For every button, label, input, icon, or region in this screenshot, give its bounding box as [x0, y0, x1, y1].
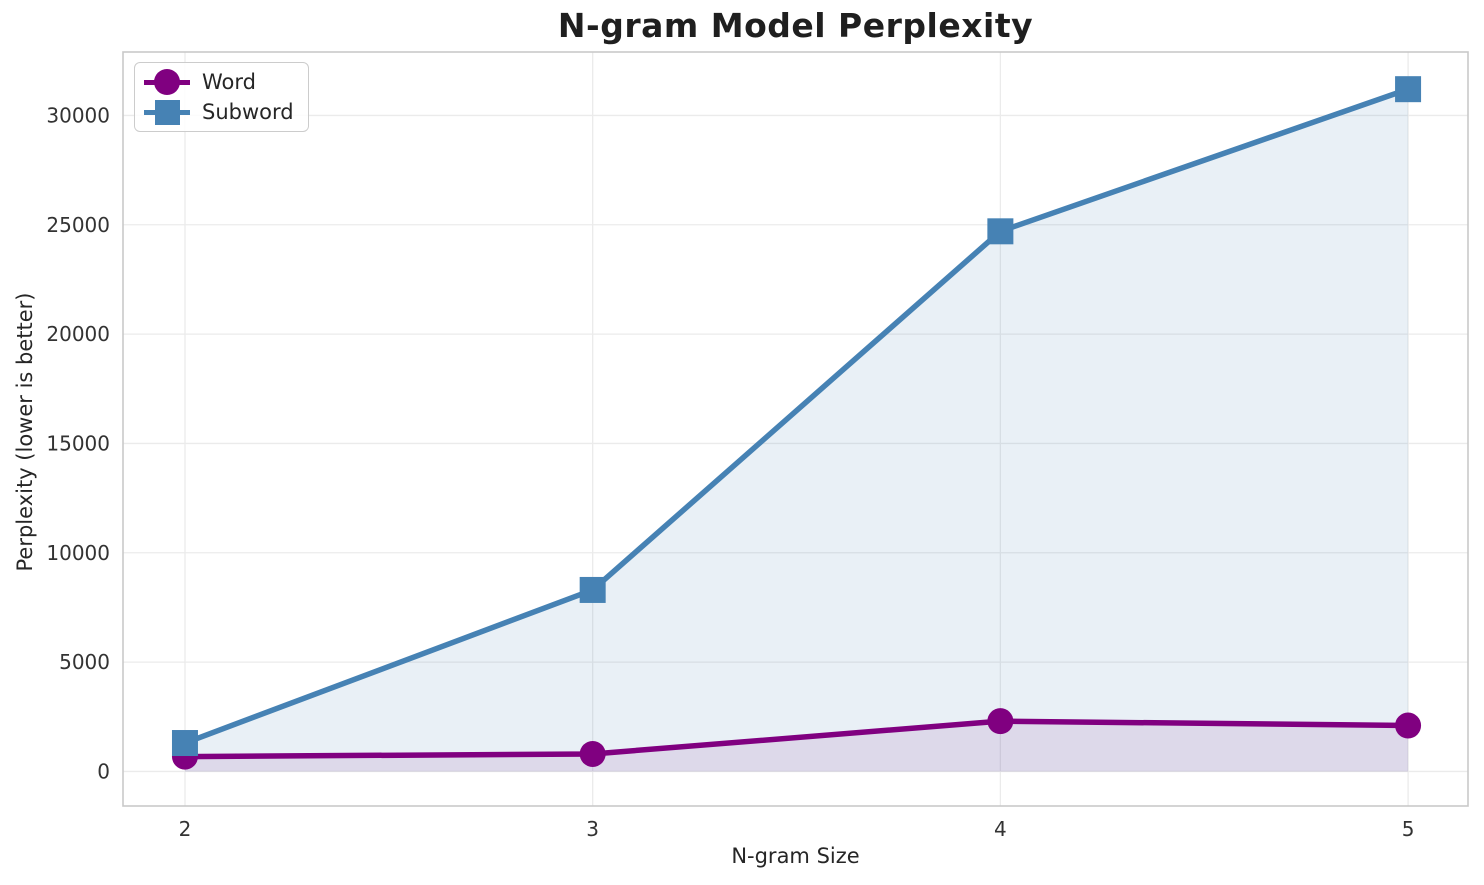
data-point-subword-2	[171, 730, 198, 757]
subword-square-marker-icon	[144, 98, 190, 126]
data-point-subword-3	[579, 576, 606, 603]
chart-title: N-gram Model Perplexity	[557, 6, 1034, 45]
area-fill-subword	[184, 89, 1409, 772]
plot-border	[122, 51, 1469, 807]
data-point-word-4	[987, 708, 1014, 735]
legend-item-word: Word	[144, 68, 294, 96]
legend-label-subword: Subword	[202, 100, 294, 124]
legend-label-word: Word	[202, 70, 256, 94]
x-axis-label: N-gram Size	[731, 844, 860, 868]
x-tick-label: 3	[586, 817, 599, 841]
subword-square-swatch	[154, 99, 180, 125]
word-circle-marker-icon	[144, 68, 190, 96]
y-tick-label: 15000	[46, 431, 110, 455]
word-circle-swatch	[154, 69, 180, 95]
y-tick-label: 25000	[46, 213, 110, 237]
data-point-subword-4	[987, 218, 1014, 245]
y-tick-label: 20000	[46, 322, 110, 346]
legend-item-subword: Subword	[144, 98, 294, 126]
y-tick-label: 0	[97, 759, 110, 783]
data-point-word-3	[579, 740, 606, 767]
x-tick-label: 4	[994, 817, 1007, 841]
y-tick-label: 5000	[59, 650, 110, 674]
y-tick-label: 30000	[46, 103, 110, 127]
line-subword	[182, 86, 1411, 746]
line-word	[182, 718, 1411, 760]
x-tick-label: 5	[1402, 817, 1415, 841]
data-point-word-5	[1395, 712, 1422, 739]
x-tick-label: 2	[179, 817, 192, 841]
data-point-subword-5	[1395, 76, 1422, 103]
y-tick-label: 10000	[46, 541, 110, 565]
y-axis-label: Perplexity (lower is better)	[13, 292, 37, 572]
legend: Word Subword	[134, 62, 309, 132]
area-fill-word	[184, 721, 1409, 772]
